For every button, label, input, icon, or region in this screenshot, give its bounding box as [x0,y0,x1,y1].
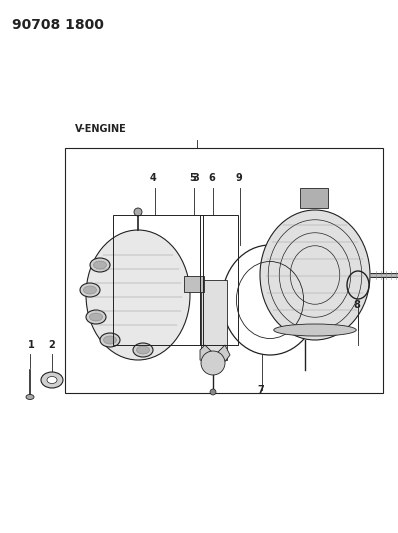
Bar [300,188,328,208]
Ellipse shape [41,372,63,388]
Text: 90708 1800: 90708 1800 [12,18,104,32]
Ellipse shape [94,261,107,269]
Ellipse shape [86,310,106,324]
Text: 4: 4 [150,173,157,183]
Ellipse shape [137,346,150,354]
Text: 3: 3 [192,173,199,183]
Bar [200,215,238,345]
Ellipse shape [100,333,120,347]
Text: 2: 2 [48,340,55,350]
Ellipse shape [84,286,96,294]
Circle shape [134,208,142,216]
Circle shape [201,351,225,375]
Bar [201,280,227,360]
Ellipse shape [90,313,103,321]
Ellipse shape [80,283,100,297]
Circle shape [210,389,216,395]
Ellipse shape [103,336,117,344]
Text: 5: 5 [189,173,196,183]
Text: 8: 8 [353,300,360,310]
Ellipse shape [86,230,190,360]
Ellipse shape [90,258,110,272]
Ellipse shape [260,210,370,340]
Ellipse shape [47,376,57,384]
FancyBboxPatch shape [184,276,204,292]
Text: 9: 9 [235,173,242,183]
Bar [65,148,383,393]
Ellipse shape [133,343,153,357]
Polygon shape [200,345,230,368]
Ellipse shape [26,394,34,400]
Text: V-ENGINE: V-ENGINE [75,124,127,134]
Text: 6: 6 [208,173,215,183]
Text: 7: 7 [257,385,264,395]
Ellipse shape [274,324,356,336]
Bar [113,215,203,345]
Ellipse shape [222,245,318,355]
Text: 1: 1 [28,340,35,350]
